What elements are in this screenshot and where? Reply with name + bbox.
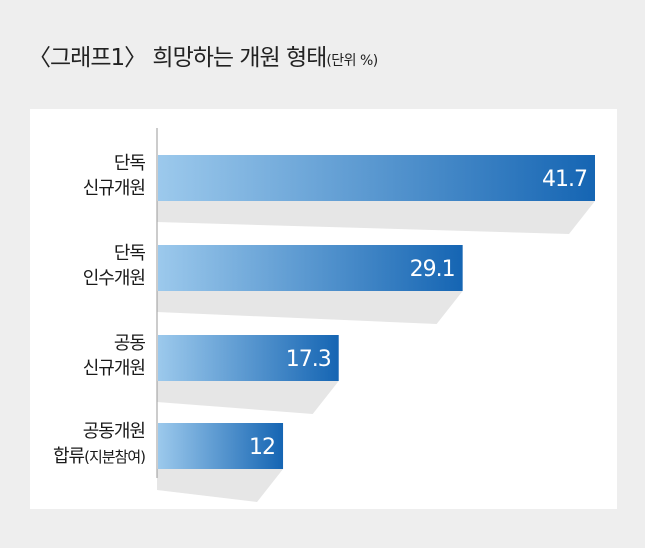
- category-label-note: (지분참여): [84, 448, 146, 466]
- bar: [158, 335, 339, 381]
- chart-title: 〈그래프1〉 희망하는 개원 형태(단위 %): [28, 38, 378, 72]
- category-label-line2: 신규개원: [82, 358, 146, 379]
- category-label-line1: 공동: [113, 333, 146, 354]
- bar: [158, 155, 595, 201]
- category-label-line2: 합류(지분참여): [52, 446, 146, 467]
- category-label-line1: 공동개원: [82, 421, 146, 442]
- bar-value-label: 29.1: [410, 257, 455, 282]
- bar-shadow: [157, 469, 284, 502]
- bar-value-label: 17.3: [286, 347, 331, 372]
- category-label-line1: 단독: [113, 153, 146, 174]
- category-label-line2: 인수개원: [82, 268, 146, 289]
- bar-shadow: [157, 291, 463, 324]
- chart-unit-label: (단위 %): [326, 53, 378, 69]
- bar-shadow: [157, 201, 595, 234]
- bar-value-label: 41.7: [542, 167, 587, 192]
- chart-title-text: 〈그래프1〉 희망하는 개원 형태: [28, 45, 327, 71]
- bar: [158, 245, 463, 291]
- category-label-line2: 신규개원: [82, 178, 146, 199]
- bar: [158, 423, 284, 469]
- category-label-line1: 단독: [113, 243, 146, 264]
- bar-shadow: [157, 381, 339, 414]
- bar-value-label: 12: [249, 435, 275, 460]
